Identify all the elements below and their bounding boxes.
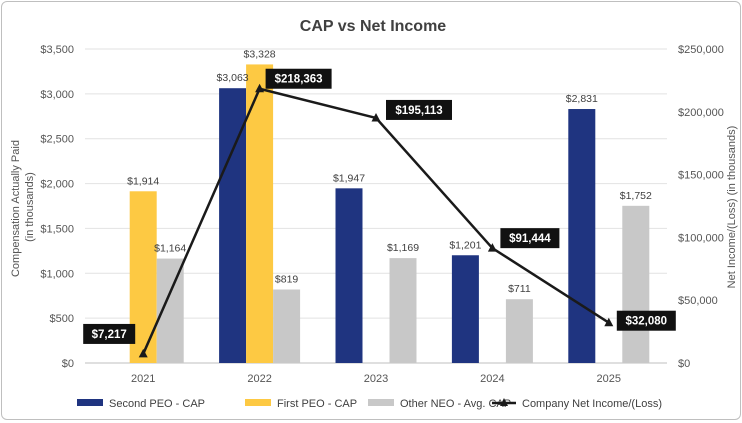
bar: [451, 255, 479, 363]
left-tick-label: $1,000: [40, 268, 74, 280]
bar-data-label: $1,201: [449, 239, 481, 251]
line-label-box: [386, 99, 452, 120]
bar-data-label: $3,063: [217, 72, 249, 84]
legend-label: First PEO - CAP: [277, 398, 357, 410]
legend-swatch: [77, 399, 103, 406]
left-tick-label: $2,500: [40, 134, 74, 146]
bar: [389, 258, 417, 363]
bar-data-label: $3,328: [244, 48, 276, 60]
line-series: [138, 83, 614, 358]
left-tick-label: $3,000: [40, 89, 74, 101]
line-marker: [487, 243, 497, 252]
legend-swatch: [245, 399, 271, 406]
bar-data-label: $711: [508, 283, 531, 295]
legend-label: Second PEO - CAP: [109, 398, 205, 410]
bar-data-label: $1,914: [127, 175, 159, 187]
bar-data-label: $1,164: [154, 243, 186, 255]
line-label-box: [83, 323, 136, 344]
bar: [568, 109, 596, 363]
left-tick-label: $3,500: [40, 44, 74, 56]
left-tick-label: $2,000: [40, 179, 74, 191]
bar-labels: $3,063 $1,947 $1,201 $2,831 $1,914 $3,328 $1,1…: [127, 48, 652, 295]
right-tick-label: $150,000: [678, 170, 724, 182]
chart-title: CAP vs Net Income: [300, 18, 447, 35]
left-tick-label: $500: [50, 313, 74, 325]
left-tick-label: $1,500: [40, 223, 74, 235]
right-tick-label: $50,000: [678, 295, 718, 307]
left-axis-label-line2: (in thousands): [24, 172, 36, 242]
bar: [505, 299, 533, 363]
x-tick-label: 2023: [364, 373, 388, 385]
legend-swatch: [368, 399, 394, 406]
bar: [219, 88, 247, 363]
bar: [622, 205, 650, 363]
left-tick-label: $0: [62, 358, 74, 370]
right-tick-label: $200,000: [678, 107, 724, 119]
line-marker: [371, 112, 381, 122]
right-axis-ticks: $0 $50,000 $100,000 $150,000 $200,000 $250,00…: [678, 44, 724, 370]
line-marker: [604, 317, 614, 327]
legend-label: Company Net Income/(Loss): [522, 398, 662, 410]
left-axis-label: Compensation Actually Paid (in thousands…: [10, 137, 36, 277]
line-marker: [138, 348, 148, 358]
bar: [335, 188, 363, 363]
legend-label: Other NEO - Avg. CAP: [400, 398, 511, 410]
x-tick-label: 2025: [597, 373, 621, 385]
right-tick-label: $100,000: [678, 232, 724, 244]
line-data-label: $32,080: [626, 316, 668, 328]
bar: [273, 289, 301, 363]
bar: [156, 258, 184, 363]
x-tick-label: 2021: [131, 373, 155, 385]
line-labels: $7,217 $218,363 $195,113 $91,444 $32,080: [83, 68, 676, 344]
line-data-label: $218,363: [275, 74, 323, 86]
right-tick-label: $0: [678, 358, 690, 370]
x-axis-ticks: 2021 2022 2023 2024 2025: [131, 373, 621, 385]
bar-data-label: $1,752: [620, 190, 652, 202]
line-data-label: $195,113: [395, 105, 442, 117]
line-label-box: [500, 228, 560, 249]
right-axis-label: Net Income/(Loss) (in thousands): [726, 126, 738, 289]
left-axis-ticks: $0 $500 $1,000 $1,500 $2,000 $2,500 $3,000 $3,5…: [40, 44, 74, 370]
net-income-line: [142, 87, 610, 355]
line-data-label: $7,217: [92, 329, 127, 341]
x-tick-label: 2022: [247, 373, 271, 385]
bar-data-label: $1,947: [333, 172, 365, 184]
x-tick-label: 2024: [480, 373, 504, 385]
right-tick-label: $250,000: [678, 44, 724, 56]
line-label-box: [616, 310, 676, 331]
legend: Second PEO - CAP First PEO - CAP Other NEO…: [77, 398, 662, 410]
bar-data-label: $2,831: [566, 93, 598, 105]
bar-data-label: $1,169: [387, 242, 419, 254]
line-data-label: $91,444: [509, 233, 551, 245]
line-marker: [255, 83, 265, 93]
legend-marker: [500, 398, 508, 406]
line-label-box: [265, 68, 332, 89]
bar-data-label: $819: [275, 274, 299, 286]
bar: [246, 64, 274, 364]
left-axis-label-line1: Compensation Actually Paid: [10, 140, 22, 277]
